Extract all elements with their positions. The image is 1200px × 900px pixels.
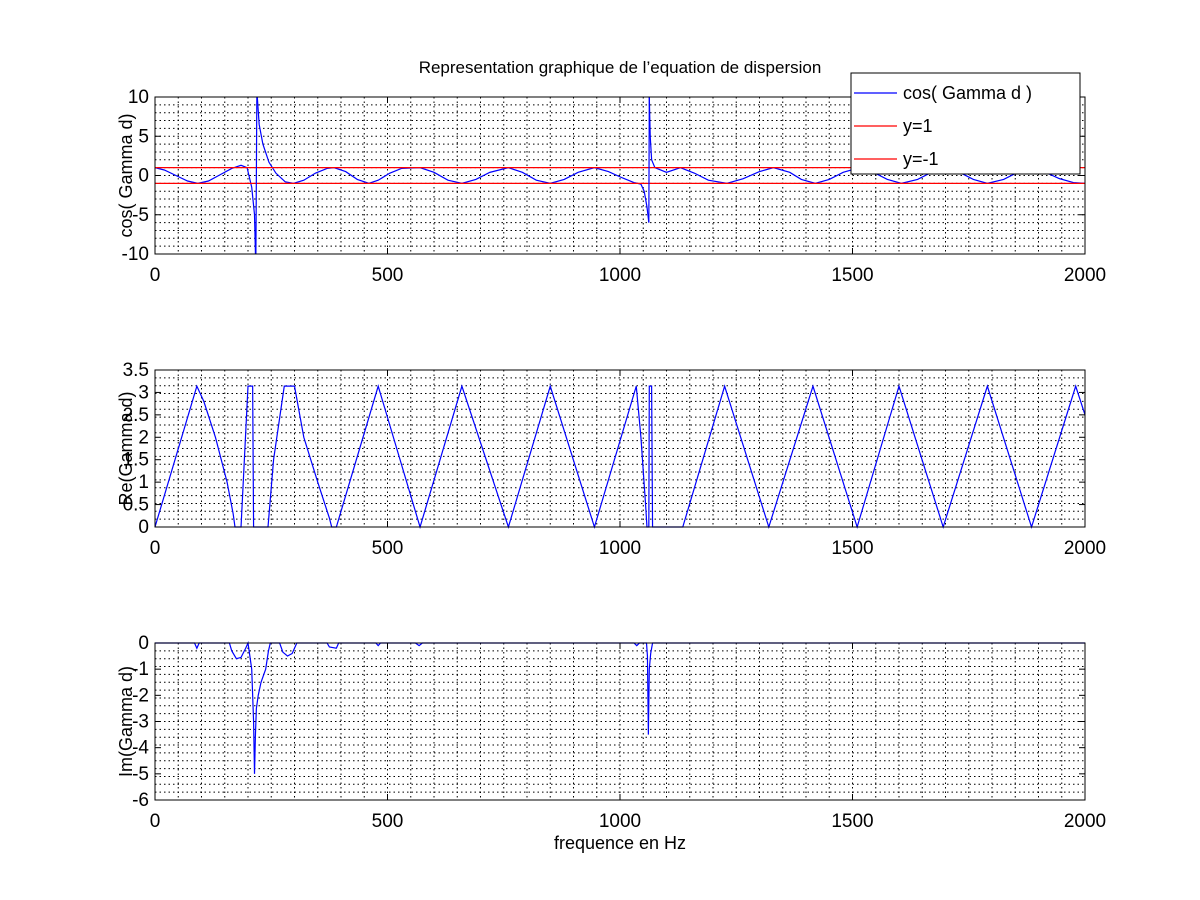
subplot-cos-ticks: 0 500 1000 1500 2000 -10 -5 0 5 10 (122, 87, 1107, 286)
subplot-cos-ylabel: cos( Gamma d) (116, 113, 136, 237)
x-tick-label: 1500 (831, 265, 873, 286)
y-tick-label: -6 (132, 790, 149, 811)
y-tick-label: 1.5 (123, 450, 149, 471)
x-tick-label: 0 (150, 811, 161, 832)
legend[interactable]: cos( Gamma d ) y=1 y=-1 (850, 72, 1081, 175)
x-tick-label: 2000 (1064, 538, 1106, 559)
x-tick-label: 1000 (599, 811, 641, 832)
series-line-cos-3 (255, 96, 258, 255)
legend-label-y1: y=1 (903, 116, 933, 136)
y-tick-label: 0.5 (123, 495, 149, 516)
legend-label-ym1: y=-1 (903, 149, 939, 169)
x-tick-label: 1000 (599, 265, 641, 286)
subplot-im-grid (155, 643, 1085, 800)
y-tick-label: -5 (132, 205, 149, 226)
y-tick-label: -1 (132, 659, 149, 680)
x-tick-label: 500 (372, 265, 404, 286)
y-tick-label: 0 (138, 166, 149, 187)
y-tick-label: 0 (138, 633, 149, 654)
y-tick-label: 3 (138, 382, 149, 403)
subplot-im-ticks: 0 500 1000 1500 2000 -6 -5 -4 -3 -2 -1 0 (132, 633, 1106, 832)
subplot-im-lines (155, 640, 1085, 774)
series-line-cos-0 (154, 164, 257, 255)
subplot-im: 0 500 1000 1500 2000 -6 -5 -4 -3 -2 -1 0 Im(Gamma d… (116, 633, 1106, 832)
y-tick-label: -5 (132, 764, 149, 785)
x-tick-label: 500 (372, 811, 404, 832)
y-tick-label: 3.5 (123, 360, 149, 381)
y-tick-label: 2.5 (123, 405, 149, 426)
y-tick-label: 2 (138, 427, 149, 448)
x-tick-label: 500 (372, 538, 404, 559)
legend-box (850, 72, 1081, 175)
subplot-re-grid (155, 370, 1085, 527)
x-tick-label: 2000 (1064, 265, 1106, 286)
x-tick-label: 2000 (1064, 811, 1106, 832)
y-tick-label: -2 (132, 685, 149, 706)
y-tick-label: -10 (122, 244, 149, 265)
subplot-re-ylabel: Re(Gamma d) (116, 391, 136, 505)
y-tick-label: 0 (138, 517, 149, 538)
y-tick-label: 1 (138, 472, 149, 493)
y-tick-label: 10 (128, 87, 149, 108)
x-tick-label: 1000 (599, 538, 641, 559)
y-tick-label: 5 (138, 126, 149, 147)
subplot-im-ylabel: Im(Gamma d) (116, 666, 136, 777)
x-tick-label: 0 (150, 538, 161, 559)
series-line-im-0 (155, 640, 1085, 774)
x-tick-label: 1500 (831, 538, 873, 559)
y-tick-label: -4 (132, 738, 149, 759)
x-axis-label: frequence en Hz (554, 833, 686, 853)
figure-title: Representation graphique de l’equation d… (419, 58, 822, 77)
legend-label-cos: cos( Gamma d ) (903, 83, 1032, 103)
y-tick-label: -3 (132, 712, 149, 733)
x-tick-label: 1500 (831, 811, 873, 832)
x-tick-label: 0 (150, 265, 161, 286)
